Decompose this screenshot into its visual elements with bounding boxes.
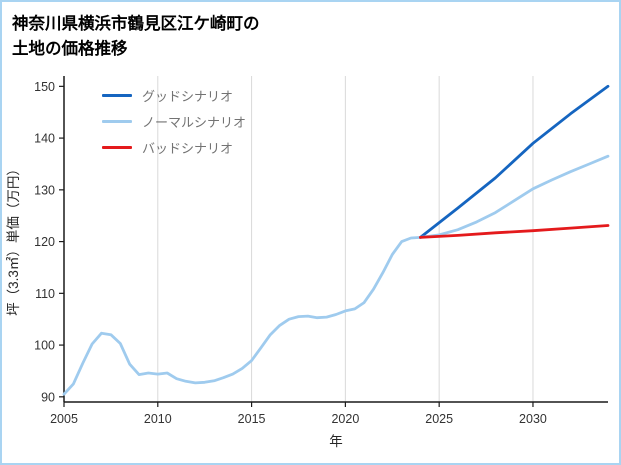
x-tick-label-2005: 2005 [50,412,78,426]
good-scenario-line-swatch [102,93,132,97]
y-tick-label-90: 90 [41,390,55,404]
y-tick-label-110: 110 [35,286,55,300]
x-tick-label-2015: 2015 [238,412,266,426]
x-tick-label-2010: 2010 [144,412,172,426]
y-tick-label-120: 120 [34,235,55,249]
y-tick-label-130: 130 [34,183,55,197]
land-price-line-chart: 90 100 110 120 130 140 150 2005 2010 2015 2020 2025… [6,75,610,449]
legend-item-normal-scenario: ノーマルシナリオ [102,112,246,131]
x-tick-label-2020: 2020 [331,412,359,426]
series-line-1 [418,154,610,239]
legend-item-bad-scenario: バッドシナリオ [102,138,246,157]
bad-scenario-line-swatch [102,145,132,149]
chart-area: 90 100 110 120 130 140 150 2005 2010 2015 2020 2025… [2,62,619,457]
legend-label-good-scenario: グッドシナリオ [142,88,234,104]
normal-scenario-line-swatch [102,119,132,123]
series-line-2 [418,223,610,239]
page-title-line1: 神奈川県横浜市鶴見区江ケ崎町の [12,15,260,33]
legend-label-normal-scenario: ノーマルシナリオ [142,114,247,130]
legend-label-bad-scenario: バッドシナリオ [142,140,234,156]
legend-item-good-scenario: グッドシナリオ [102,86,246,105]
series-line-0 [418,84,610,239]
chart-legend: グッドシナリオ ノーマルシナリオ バッドシナリオ [102,86,246,157]
x-axis-title: 年 [329,434,343,449]
x-tick-label-2030: 2030 [519,412,547,426]
history-line [62,235,422,396]
y-tick-label-140: 140 [34,131,55,145]
y-tick-label-150: 150 [34,79,55,93]
y-tick-label-100: 100 [34,338,55,352]
x-tick-label-2025: 2025 [425,412,453,426]
y-axis-title: 坪（3.3㎡）単価（万円） [6,162,21,316]
page-title: 神奈川県横浜市鶴見区江ケ崎町の 土地の価格推移 [12,12,619,62]
page-title-line2: 土地の価格推移 [12,39,128,58]
